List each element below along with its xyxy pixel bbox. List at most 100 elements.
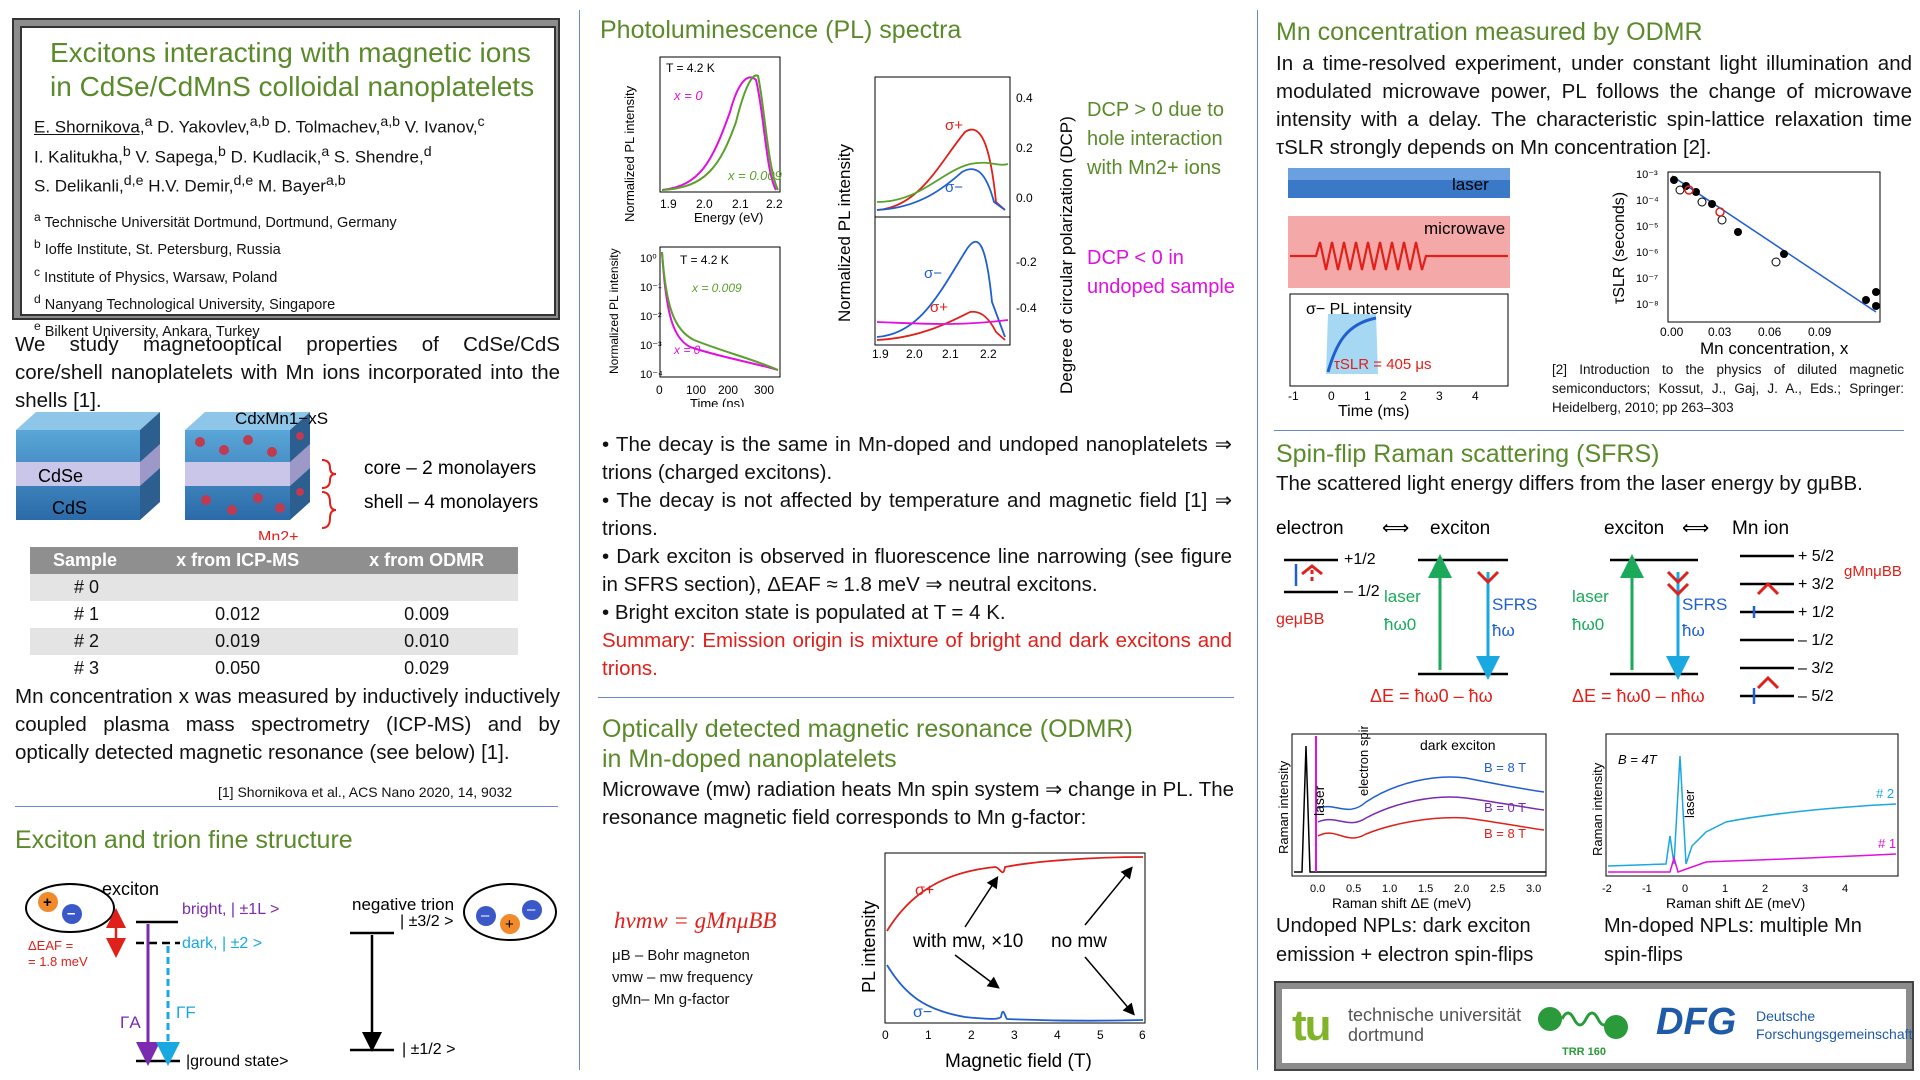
svg-text:Degree of circular polarizatio: Degree of circular polarization (DCP) xyxy=(1057,116,1076,394)
sfrs-title: Spin-flip Raman scattering (SFRS) xyxy=(1276,440,1660,468)
odmr-title: Optically detected magnetic resonance (O… xyxy=(602,715,1133,773)
svg-text:σ−: σ− xyxy=(945,179,963,196)
shell-label: shell – 4 monolayers xyxy=(364,492,538,513)
svg-text:1.9: 1.9 xyxy=(660,197,677,211)
reference-1: [1] Shornikova et al., ACS Nano 2020, 14… xyxy=(218,784,513,800)
svg-text:exciton: exciton xyxy=(1430,518,1490,539)
svg-text:10⁻²: 10⁻² xyxy=(640,311,662,323)
svg-text:PL intensity: PL intensity xyxy=(859,901,879,993)
daf-value: = 1.8 meV xyxy=(28,954,88,969)
sfrs-text: The scattered light energy differs from … xyxy=(1276,472,1863,495)
svg-text:6: 6 xyxy=(1139,1028,1146,1042)
svg-text:100: 100 xyxy=(686,383,706,397)
svg-text:σ+: σ+ xyxy=(915,882,934,899)
svg-text:2.0: 2.0 xyxy=(1454,883,1469,895)
svg-text:3.0: 3.0 xyxy=(1526,883,1541,895)
cdmns-label: CdxMn1−xS xyxy=(235,409,328,428)
svg-text:Raman shift ΔE (meV): Raman shift ΔE (meV) xyxy=(1332,895,1471,911)
svg-text:0.5: 0.5 xyxy=(1346,883,1361,895)
tu-logo: tu xyxy=(1292,1001,1332,1050)
svg-text:3: 3 xyxy=(1436,389,1443,403)
svg-text:–: – xyxy=(67,905,75,922)
sfrs-spectra: laser electron spin-flip dark exciton B … xyxy=(1276,726,1899,911)
svg-text:0.00: 0.00 xyxy=(1660,325,1684,339)
svg-text:– 3/2: – 3/2 xyxy=(1798,660,1834,677)
svg-text:τSLR (seconds): τSLR (seconds) xyxy=(1611,192,1628,304)
svg-text:ħω: ħω xyxy=(1492,621,1515,640)
logo-bar: tu technische universität dortmund TRR 16… xyxy=(1274,981,1914,1071)
svg-text:+: + xyxy=(43,894,52,911)
svg-text:# 2: # 2 xyxy=(1876,786,1894,801)
svg-text:Normalized PL intensity: Normalized PL intensity xyxy=(622,85,637,222)
svg-text:3: 3 xyxy=(1011,1028,1018,1042)
affiliations: a Technische Universität Dortmund, Dortm… xyxy=(34,209,397,341)
svg-text:0: 0 xyxy=(882,1028,889,1042)
dark-state-label: dark, | ±2 > xyxy=(182,935,262,952)
svg-text:x = 0: x = 0 xyxy=(673,343,701,357)
svg-text:Mn ion: Mn ion xyxy=(1732,518,1789,539)
ground-state-label: |ground state> xyxy=(186,1053,288,1070)
svg-text:ħω0: ħω0 xyxy=(1572,615,1604,634)
svg-text:B = 0 T: B = 0 T xyxy=(1484,800,1526,815)
intro-text: We study magnetooptical properties of Cd… xyxy=(15,333,560,412)
svg-text:10⁻⁴: 10⁻⁴ xyxy=(640,369,663,381)
svg-text:0.2: 0.2 xyxy=(1016,141,1033,155)
svg-text:10⁻⁵: 10⁻⁵ xyxy=(1636,221,1659,233)
svg-text:# 1: # 1 xyxy=(1878,836,1896,851)
svg-text:5: 5 xyxy=(1097,1028,1104,1042)
svg-text:– 1/2: – 1/2 xyxy=(1798,632,1834,649)
svg-text:⟺: ⟺ xyxy=(1682,518,1709,539)
svg-text:0.0: 0.0 xyxy=(1016,191,1033,205)
svg-text:laser: laser xyxy=(1311,785,1327,816)
svg-text:4: 4 xyxy=(1054,1028,1061,1042)
pl-title: Photoluminescence (PL) spectra xyxy=(600,16,962,44)
svg-text:4: 4 xyxy=(1472,389,1479,403)
svg-text:1.9: 1.9 xyxy=(872,347,889,361)
trion-12-label: | ±1/2 > xyxy=(402,1041,455,1058)
laser-label: laser xyxy=(1452,175,1489,194)
trion-32-label: | ±3/2 > xyxy=(400,913,453,930)
svg-text:⟺: ⟺ xyxy=(1382,518,1409,539)
svg-text:10⁻¹: 10⁻¹ xyxy=(640,282,662,294)
svg-text:4: 4 xyxy=(1842,883,1848,895)
doped-spectrum-chart: B = 4T laser # 2 # 1 -2 -1 0 1 2 3 4 Raman shi… xyxy=(1590,733,1899,911)
svg-text:–: – xyxy=(527,901,536,918)
svg-text:2.5: 2.5 xyxy=(1490,883,1505,895)
svg-text:+1/2: +1/2 xyxy=(1344,551,1376,568)
pl-decay-chart: T = 4.2 K x = 0.009 x = 0 10⁰ 10⁻¹ 10⁻² 10⁻… xyxy=(607,246,781,407)
undoped-caption: Undoped NPLs: dark exciton emission + el… xyxy=(1276,915,1534,966)
svg-text:2.0: 2.0 xyxy=(906,347,923,361)
svg-text:T = 4.2 K: T = 4.2 K xyxy=(680,253,729,267)
core-label: core – 2 monolayers xyxy=(364,458,536,479)
svg-text:Normalized PL intensity: Normalized PL intensity xyxy=(835,144,854,322)
svg-text:laser: laser xyxy=(1384,587,1421,606)
svg-text:10⁻⁷: 10⁻⁷ xyxy=(1636,273,1658,285)
svg-text:0: 0 xyxy=(1328,389,1335,403)
svg-text:+: + xyxy=(505,916,514,933)
svg-text:2.1: 2.1 xyxy=(732,197,749,211)
svg-text:σ+: σ+ xyxy=(930,299,948,316)
svg-text:electron spin-flip: electron spin-flip xyxy=(1356,726,1371,796)
svg-text:τSLR = 405 μs: τSLR = 405 μs xyxy=(1334,356,1432,373)
resonance-equation: hνmw = gMnμBB xyxy=(614,908,777,933)
svg-text:ħω: ħω xyxy=(1682,621,1705,640)
svg-text:B = 8 T: B = 8 T xyxy=(1484,760,1526,775)
svg-text:0: 0 xyxy=(1682,883,1688,895)
tau-slr-chart: 10⁻³ 10⁻⁴ 10⁻⁵ 10⁻⁶ 10⁻⁷ 10⁻⁸ 0.00 0.03 0.06 0.0… xyxy=(1611,169,1881,358)
svg-text:2: 2 xyxy=(1400,389,1407,403)
svg-text:10⁰: 10⁰ xyxy=(640,253,657,265)
svg-text:electron: electron xyxy=(1276,518,1344,539)
svg-text:Magnetic field (T): Magnetic field (T) xyxy=(945,1051,1092,1072)
svg-text:0: 0 xyxy=(656,383,663,397)
svg-text:laser: laser xyxy=(1682,789,1697,818)
pl-spectrum-chart: T = 4.2 K x = 0 x = 0.009 1.9 2.0 2.1 2.2 E… xyxy=(622,56,783,225)
svg-text:Time (ns): Time (ns) xyxy=(690,396,744,407)
poster-title: Excitons interacting with magnetic ions … xyxy=(50,37,535,102)
svg-text:Energy (eV): Energy (eV) xyxy=(694,210,763,225)
mn-doped-npl xyxy=(185,412,310,520)
svg-text:-2: -2 xyxy=(1602,883,1612,895)
svg-text:1: 1 xyxy=(925,1028,932,1042)
svg-text:2.2: 2.2 xyxy=(766,197,783,211)
svg-text:10⁻⁸: 10⁻⁸ xyxy=(1636,299,1659,311)
sample-table: Sample x from ICP-MS x from ODMR # 0 # 1 0.… xyxy=(30,547,518,682)
